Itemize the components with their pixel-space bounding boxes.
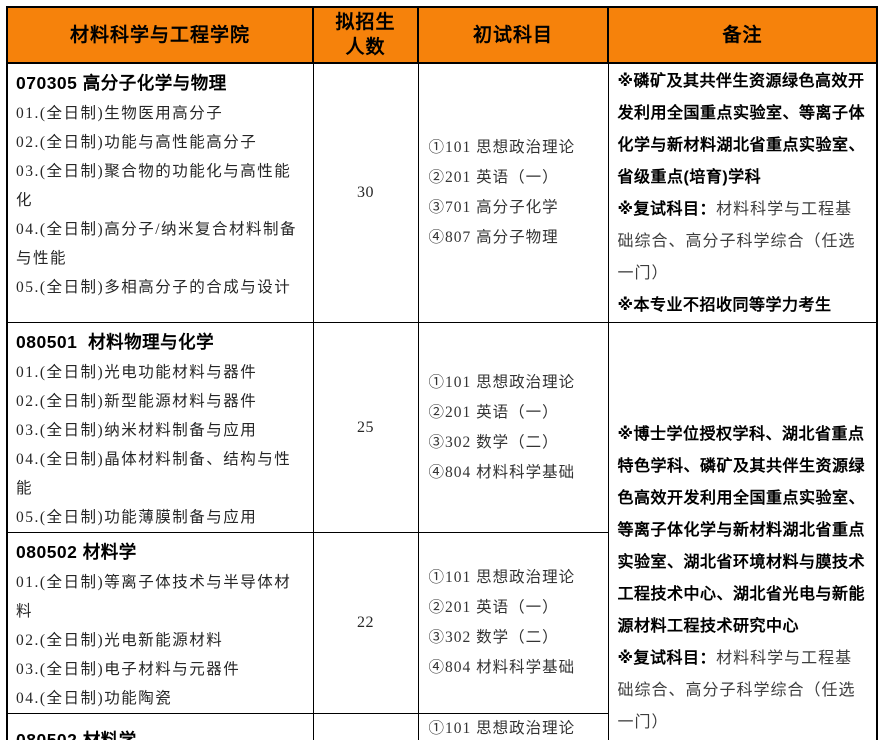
enrollment-count: 30 <box>312 62 419 323</box>
exam-subject: ②201 英语（一） <box>428 403 559 421</box>
header-college: 材料科学与工程学院 <box>6 6 314 64</box>
remarks-labs: ※博士学位授权学科、湖北省重点特色学科、磷矿及其共伴生资源绿色高效开发利用全国重… <box>617 425 866 635</box>
program-cell: 080502 材料学 05.(全日制)聚合物结构与性能 06.(全日制)材料设计… <box>6 713 314 740</box>
direction-item: 05.(全日制)多相高分子的合成与设计 <box>16 279 292 296</box>
remarks-retest-label: ※复试科目： <box>617 201 717 218</box>
enrollment-count: 13 <box>312 713 419 740</box>
program-cell: 080502 材料学 01.(全日制)等离子体技术与半导体材料 02.(全日制)… <box>6 532 314 714</box>
direction-item: 02.(全日制)新型能源材料与器件 <box>16 393 258 410</box>
remarks-cell-merged: ※博士学位授权学科、湖北省重点特色学科、磷矿及其共伴生资源绿色高效开发利用全国重… <box>607 322 878 740</box>
exam-subjects-cell: ①101 思想政治理论 ②201 英语（一） ③302 数学（二） ④804 材… <box>417 532 609 714</box>
program-title: 080502 材料学 <box>16 542 137 562</box>
program-cell: 080501 材料物理与化学 01.(全日制)光电功能材料与器件 02.(全日制… <box>6 322 314 533</box>
enrollment-count: 22 <box>312 532 419 714</box>
exam-subject: ①101 思想政治理论 <box>428 139 576 156</box>
direction-item: 02.(全日制)功能与高性能高分子 <box>16 134 258 151</box>
remarks-retest-text: 材料科学与工程基础综合、高分子科学综合（任选一门） <box>617 201 856 282</box>
direction-item: 01.(全日制)生物医用高分子 <box>16 105 224 122</box>
exam-subject: ④804 材料科学基础 <box>428 659 576 676</box>
remarks-labs: ※磷矿及其共伴生资源绿色高效开发利用全国重点实验室、等离子体化学与新材料湖北省重… <box>617 73 866 186</box>
exam-subject: ①101 思想政治理论 <box>428 373 576 391</box>
exam-subject: ②201 英语（一） <box>428 599 559 616</box>
program-row-070305: 070305 高分子化学与物理 01.(全日制)生物医用高分子 02.(全日制)… <box>6 62 878 323</box>
header-enrollment: 拟招生 人数 <box>312 6 419 64</box>
direction-item: 02.(全日制)光电新能源材料 <box>16 632 224 649</box>
table-header-row: 材料科学与工程学院 拟招生 人数 初试科目 备注 <box>6 6 878 64</box>
exam-subject: ③302 数学（二） <box>428 629 559 646</box>
exam-subjects-cell: ①101 思想政治理论 ②201 英语（一） ③302 数学（二） ④802 高… <box>417 713 609 740</box>
header-exam-subjects: 初试科目 <box>417 6 609 64</box>
exam-subject: ③302 数学（二） <box>428 433 559 451</box>
program-title: 080502 材料学 <box>16 730 137 740</box>
direction-item: 04.(全日制)功能陶瓷 <box>16 690 173 707</box>
remarks-retest-label: ※复试科目： <box>617 649 717 667</box>
exam-subject: ①101 思想政治理论 <box>428 569 576 586</box>
remarks-retest-text: 材料科学与工程基础综合、高分子科学综合（任选一门） <box>617 649 856 731</box>
direction-item: 04.(全日制)晶体材料制备、结构与性能 <box>16 451 292 497</box>
enrollment-count: 25 <box>312 322 419 533</box>
program-title: 080501 材料物理与化学 <box>16 332 215 352</box>
exam-subject: ④807 高分子物理 <box>428 229 559 246</box>
exam-subject: ③701 高分子化学 <box>428 199 559 216</box>
remarks-retest: ※复试科目：材料科学与工程基础综合、高分子科学综合（任选一门） <box>618 194 869 290</box>
direction-item: 01.(全日制)光电功能材料与器件 <box>16 364 258 381</box>
remarks-cell: ※磷矿及其共伴生资源绿色高效开发利用全国重点实验室、等离子体化学与新材料湖北省重… <box>607 62 878 323</box>
direction-item: 05.(全日制)功能薄膜制备与应用 <box>16 509 258 526</box>
remarks-no-equivalent: ※本专业不招收同等学力考生 <box>617 297 832 314</box>
direction-item: 01.(全日制)等离子体技术与半导体材料 <box>16 574 292 620</box>
admissions-table: 材料科学与工程学院 拟招生 人数 初试科目 备注 070305 高分子化学与物理… <box>6 6 878 740</box>
direction-item: 03.(全日制)电子材料与元器件 <box>16 661 241 678</box>
program-cell: 070305 高分子化学与物理 01.(全日制)生物医用高分子 02.(全日制)… <box>6 62 314 323</box>
program-row-080502-a: 080502 材料学 01.(全日制)等离子体技术与半导体材料 02.(全日制)… <box>6 532 877 714</box>
exam-subjects-cell: ①101 思想政治理论 ②201 英语（一） ③701 高分子化学 ④807 高… <box>417 62 609 323</box>
exam-subjects-cell: ①101 思想政治理论 ②201 英语（一） ③302 数学（二） ④804 材… <box>417 322 609 533</box>
program-title: 070305 高分子化学与物理 <box>16 73 227 93</box>
exam-subject: ④804 材料科学基础 <box>428 463 576 481</box>
remarks-retest: ※复试科目：材料科学与工程基础综合、高分子科学综合（任选一门） <box>618 643 869 739</box>
direction-item: 03.(全日制)纳米材料制备与应用 <box>16 422 258 439</box>
direction-item: 04.(全日制)高分子/纳米复合材料制备与性能 <box>16 221 298 267</box>
program-row-080501: 080501 材料物理与化学 01.(全日制)光电功能材料与器件 02.(全日制… <box>6 322 878 740</box>
exam-subject: ①101 思想政治理论 <box>428 720 576 737</box>
header-remarks: 备注 <box>607 6 878 64</box>
direction-item: 03.(全日制)聚合物的功能化与高性能化 <box>16 163 292 209</box>
exam-subject: ②201 英语（一） <box>428 169 559 186</box>
program-row-080502-b: 080502 材料学 05.(全日制)聚合物结构与性能 06.(全日制)材料设计… <box>6 713 877 740</box>
